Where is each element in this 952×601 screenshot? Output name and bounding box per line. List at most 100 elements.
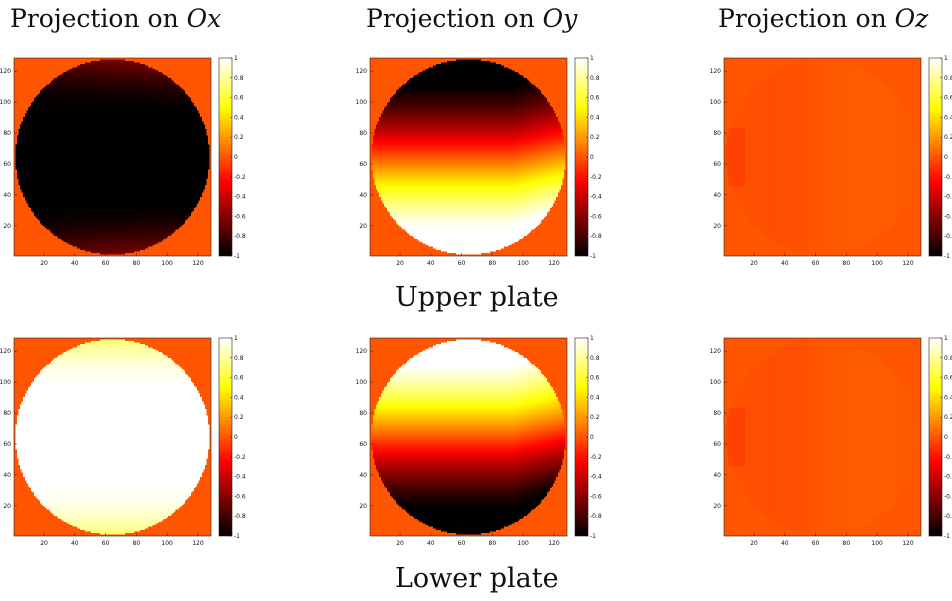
heatmap-panel-upper-oy: 20 40 60 80 100 120 20 40 60 80 100 120 1 0.8 0.6 0.4 0.… (356, 55, 602, 278)
heatmap-svg: 20 40 60 80 100 120 20 40 60 80 100 120 1 0.8 0.6 0.4 0.… (356, 335, 602, 547)
y-tick-label: 60 (3, 441, 11, 448)
x-tick-label: 40 (427, 260, 435, 267)
x-tick-label: 60 (102, 540, 110, 547)
column-title-variable: Oz (894, 4, 929, 33)
colorbar-tick-label: 0.8 (944, 355, 952, 362)
colorbar-tick-label: 1 (234, 335, 238, 342)
x-tick-label: 20 (40, 260, 48, 267)
colorbar-gradient (219, 338, 232, 536)
colorbar-tick-label: 0.6 (234, 95, 244, 102)
column-title-prefix: Projection on (10, 4, 187, 33)
colorbar-tick-label: 1 (944, 335, 948, 342)
x-tick-label: 80 (489, 540, 497, 547)
colorbar-tick-label: 0.6 (944, 375, 952, 382)
heatmap-svg: 20 40 60 80 100 120 20 40 60 80 100 120 1 0.8 0.6 0.4 0.… (710, 335, 952, 547)
colorbar-tick-label: 0.4 (944, 394, 952, 401)
x-tick-label: 120 (548, 540, 560, 547)
y-tick-label: 120 (710, 68, 722, 75)
colorbar-tick-label: 0.2 (234, 414, 244, 421)
colorbar-tick-label: -0.2 (944, 174, 952, 181)
heatmap-svg: 20 40 60 80 100 120 20 40 60 80 100 120 1 0.8 0.6 0.4 0.… (356, 55, 602, 267)
y-tick-label: 80 (3, 410, 11, 417)
y-tick-label: 100 (356, 379, 368, 386)
y-tick-label: 60 (359, 441, 367, 448)
x-tick-label: 40 (71, 540, 79, 547)
y-tick-label: 80 (359, 130, 367, 137)
colorbar-tick-label: -0.4 (590, 194, 602, 201)
x-tick-label: 120 (902, 260, 914, 267)
colorbar-tick-label: 0 (944, 434, 948, 441)
y-tick-label: 100 (356, 99, 368, 106)
y-tick-label: 20 (3, 503, 11, 510)
column-title-oy: Projection on Oy (366, 4, 577, 33)
y-tick-label: 100 (0, 379, 11, 386)
x-tick-label: 100 (161, 540, 173, 547)
colorbar-tick-label: -0.6 (234, 213, 246, 220)
colorbar-tick-label: -0.6 (590, 493, 602, 500)
plot-frame (13, 337, 212, 537)
x-tick-label: 40 (427, 540, 435, 547)
colorbar-tick-label: -0.2 (944, 454, 952, 461)
column-title-prefix: Projection on (366, 4, 543, 33)
colorbar-tick-label: 0.4 (234, 394, 244, 401)
colorbar-tick-label: 0.8 (590, 355, 600, 362)
colorbar-tick-label: 0.6 (590, 95, 600, 102)
column-title-ox: Projection on Ox (10, 4, 221, 33)
x-tick-label: 40 (781, 540, 789, 547)
colorbar-tick-label: -0.6 (234, 493, 246, 500)
colorbar-tick-label: 0.4 (590, 114, 600, 121)
colorbar-tick-label: -0.8 (590, 513, 602, 520)
colorbar-tick-label: 0.8 (234, 75, 244, 82)
colorbar-tick-label: -0.4 (944, 194, 952, 201)
colorbar-gradient (929, 338, 942, 536)
x-tick-label: 20 (40, 540, 48, 547)
x-tick-label: 80 (843, 260, 851, 267)
y-tick-label: 100 (0, 99, 11, 106)
x-tick-label: 80 (843, 540, 851, 547)
x-tick-label: 100 (871, 260, 883, 267)
colorbar-gradient (929, 58, 942, 256)
y-tick-label: 20 (359, 503, 367, 510)
colorbar-tick-label: 0 (234, 434, 238, 441)
y-tick-label: 80 (713, 410, 721, 417)
plot-frame (369, 337, 568, 537)
y-tick-label: 120 (710, 348, 722, 355)
heatmap-image (14, 338, 211, 536)
y-tick-label: 40 (713, 472, 721, 479)
column-title-variable: Ox (186, 4, 222, 33)
colorbar-tick-label: -1 (590, 533, 596, 540)
heatmap-panel-lower-oz: 20 40 60 80 100 120 20 40 60 80 100 120 1 0.8 0.6 0.4 0.… (710, 335, 952, 558)
heatmap-panel-lower-ox: 20 40 60 80 100 120 20 40 60 80 100 120 1 0.8 0.6 0.4 0.… (0, 335, 246, 558)
y-tick-label: 60 (359, 161, 367, 168)
colorbar-tick-label: 0 (234, 154, 238, 161)
colorbar-tick-label: 1 (590, 335, 594, 342)
x-tick-label: 60 (812, 540, 820, 547)
x-tick-label: 60 (102, 260, 110, 267)
y-tick-label: 20 (713, 223, 721, 230)
plot-frame (13, 57, 212, 257)
colorbar-tick-label: -0.4 (234, 474, 246, 481)
colorbar-tick-label: 0 (590, 434, 594, 441)
colorbar-tick-label: 0.2 (944, 134, 952, 141)
column-title-oz: Projection on Oz (718, 4, 928, 33)
colorbar-tick-label: 0.2 (590, 134, 600, 141)
y-tick-label: 20 (359, 223, 367, 230)
x-tick-label: 120 (902, 540, 914, 547)
y-tick-label: 120 (356, 348, 368, 355)
colorbar-tick-label: -1 (590, 253, 596, 260)
plot-frame (369, 57, 568, 257)
colorbar-tick-label: 1 (944, 55, 948, 62)
x-tick-label: 60 (812, 260, 820, 267)
y-tick-label: 60 (3, 161, 11, 168)
heatmap-image (14, 58, 211, 256)
x-tick-label: 60 (458, 540, 466, 547)
colorbar-tick-label: 0.4 (234, 114, 244, 121)
x-tick-label: 120 (192, 260, 204, 267)
x-tick-label: 100 (517, 260, 529, 267)
x-tick-label: 100 (871, 540, 883, 547)
colorbar-tick-label: -0.6 (590, 213, 602, 220)
x-tick-label: 100 (517, 540, 529, 547)
x-tick-label: 80 (489, 260, 497, 267)
colorbar-tick-label: 0.4 (590, 394, 600, 401)
colorbar-gradient (575, 58, 588, 256)
